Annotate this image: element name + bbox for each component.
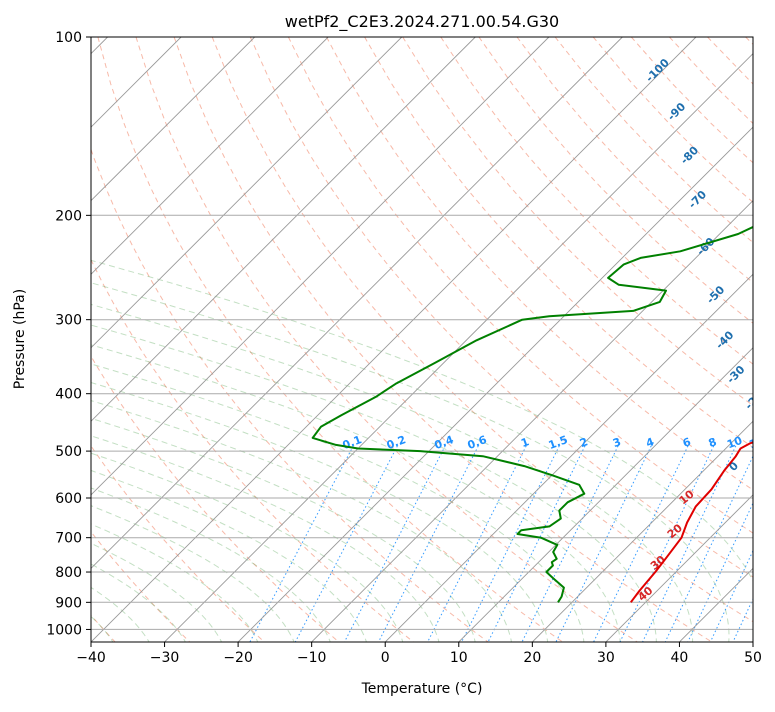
x-tick-label: −30	[150, 650, 180, 666]
y-tick-label: 500	[55, 444, 82, 460]
x-tick-label: 0	[381, 650, 390, 666]
x-tick-label: −10	[297, 650, 327, 666]
y-tick-label: 700	[55, 531, 82, 547]
x-tick-label: 30	[597, 650, 615, 666]
x-tick-label: 50	[744, 650, 762, 666]
y-axis-label: Pressure (hPa)	[12, 289, 28, 389]
y-tick-label: 800	[55, 565, 82, 581]
x-tick-label: 20	[523, 650, 541, 666]
x-tick-label: −40	[76, 650, 106, 666]
y-tick-label: 600	[55, 491, 82, 507]
x-tick-label: 40	[671, 650, 689, 666]
y-tick-label: 1000	[46, 622, 82, 638]
y-tick-label: 200	[55, 208, 82, 224]
y-tick-label: 400	[55, 387, 82, 403]
y-tick-label: 100	[55, 30, 82, 46]
y-tick-label: 900	[55, 595, 82, 611]
y-tick-label: 300	[55, 313, 82, 329]
chart-title: wetPf2_C2E3.2024.271.00.54.G30	[285, 12, 559, 32]
x-axis-label: Temperature (°C)	[361, 681, 483, 697]
x-tick-label: −20	[223, 650, 253, 666]
x-tick-label: 10	[450, 650, 468, 666]
